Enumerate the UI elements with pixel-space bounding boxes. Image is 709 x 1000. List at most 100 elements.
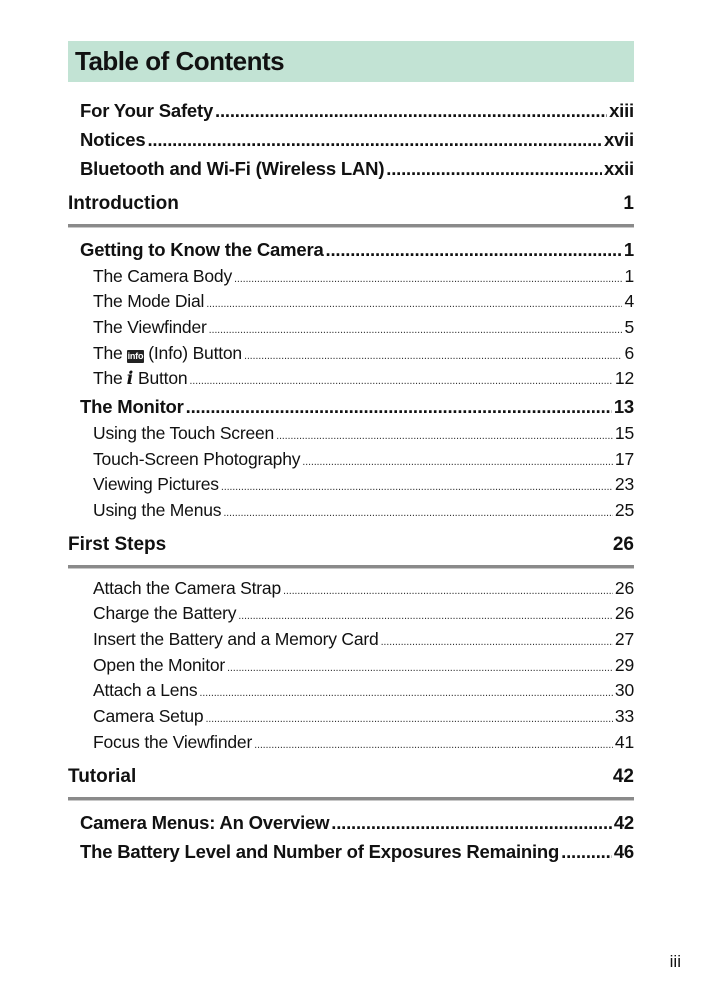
entry-label[interactable]: Attach a Lens <box>93 680 198 701</box>
chapter-page-number[interactable]: 26 <box>612 533 634 555</box>
toc-entry[interactable]: Attach the Camera Strap.................… <box>68 576 634 602</box>
entry-label[interactable]: The Camera Body <box>93 265 233 286</box>
dot-leader: ........................................… <box>238 610 613 623</box>
dot-leader: ........................................… <box>220 481 613 494</box>
entry-label[interactable]: Focus the Viewfinder <box>93 731 253 752</box>
dot-leader: ........................................… <box>223 507 613 519</box>
entry-page-number[interactable]: 23 <box>614 474 634 495</box>
entry-page-number[interactable]: 1 <box>623 238 634 260</box>
entry-label[interactable]: Insert the Battery and a Memory Card <box>93 629 379 650</box>
entry-label[interactable]: The Viewfinder <box>93 316 207 337</box>
toc-entry[interactable]: Using the Touch Screen..................… <box>68 421 634 447</box>
dot-leader: ........................................… <box>208 323 623 336</box>
entry-label[interactable]: Touch-Screen Photography <box>93 448 301 469</box>
entry-page-number[interactable]: 1 <box>624 265 634 286</box>
entry-label[interactable]: Camera Setup <box>93 706 204 727</box>
entry-label-prefix: The <box>93 342 123 363</box>
chapter-divider <box>68 223 634 228</box>
entry-label[interactable]: The Battery Level and Number of Exposure… <box>80 840 560 862</box>
entry-label[interactable]: The Mode Dial <box>93 291 205 312</box>
toc-entry[interactable]: Getting to Know the Camera..............… <box>68 235 634 264</box>
toc-entry[interactable]: The Mode Dial...........................… <box>68 289 634 315</box>
dot-leader: ........................................… <box>561 840 612 862</box>
dot-leader: ........................................… <box>227 661 613 674</box>
entry-page-number[interactable]: 25 <box>614 500 634 520</box>
chapter-heading[interactable]: First Steps 26 <box>68 530 634 560</box>
entry-page-number[interactable]: xiii <box>609 99 634 121</box>
entry-page-number[interactable]: xxii <box>603 157 634 179</box>
toc-entry[interactable]: Focus the Viewfinder....................… <box>68 730 634 756</box>
toc-entry[interactable]: Open the Monitor........................… <box>68 653 634 679</box>
info-button-icon: info <box>126 349 145 363</box>
entry-page-number[interactable]: 6 <box>624 342 634 363</box>
toc-entry[interactable]: For Your Safety.........................… <box>68 96 634 125</box>
entry-page-number[interactable]: 5 <box>624 316 634 337</box>
chapter-divider <box>68 796 634 801</box>
chapter-divider <box>68 564 634 569</box>
toc-entry[interactable]: Camera Menus: An Overview...............… <box>68 808 634 837</box>
entry-page-number[interactable]: 42 <box>613 811 634 833</box>
toc-entry[interactable]: Insert the Battery and a Memory Card....… <box>68 627 634 653</box>
dot-leader: ........................................… <box>185 395 612 417</box>
toc-entry[interactable]: Camera Setup............................… <box>68 704 634 730</box>
entry-label[interactable]: Charge the Battery <box>93 603 237 624</box>
entry-label[interactable]: Camera Menus: An Overview <box>80 811 330 833</box>
entry-label[interactable]: Getting to Know the Camera <box>80 238 324 260</box>
toc-entry[interactable]: The Monitor.............................… <box>68 392 634 421</box>
entry-page-number[interactable]: 26 <box>614 577 634 598</box>
toc-entry[interactable]: Charge the Battery......................… <box>68 601 634 627</box>
chapter-heading[interactable]: Introduction 1 <box>68 189 634 219</box>
entry-label[interactable]: Button <box>138 368 188 389</box>
toc-entry[interactable]: The Camera Body.........................… <box>68 264 634 290</box>
toc-entry[interactable]: The Battery Level and Number of Exposure… <box>68 837 634 866</box>
entry-label[interactable]: Bluetooth and Wi-Fi (Wireless LAN) <box>80 157 385 179</box>
entry-page-number[interactable]: 27 <box>614 629 634 650</box>
toc-entry[interactable]: The info (Info) Button....................… <box>68 341 634 367</box>
chapter-heading[interactable]: Tutorial 42 <box>68 762 634 792</box>
chapter-title[interactable]: Introduction <box>68 192 179 214</box>
entry-page-number[interactable]: 17 <box>614 448 634 469</box>
entry-page-number[interactable]: 41 <box>614 731 634 752</box>
page-number: iii <box>669 952 681 971</box>
entry-label[interactable]: Notices <box>80 128 146 150</box>
entry-page-number[interactable]: 15 <box>614 422 634 443</box>
toc-entry[interactable]: Using the Menus.........................… <box>68 498 634 524</box>
dot-leader: ........................................… <box>205 713 613 726</box>
toc-entry[interactable]: The Viewfinder..........................… <box>68 315 634 341</box>
page-title: Table of Contents <box>75 46 285 76</box>
entry-page-number[interactable]: 4 <box>624 291 634 312</box>
toc-entry[interactable]: Notices.................................… <box>68 125 634 154</box>
entry-label[interactable]: Open the Monitor <box>93 654 226 675</box>
toc-entry[interactable]: The i Button..............................… <box>68 366 634 392</box>
dot-leader: ........................................… <box>276 429 613 442</box>
dot-leader: ........................................… <box>215 99 607 121</box>
entry-page-number[interactable]: 33 <box>614 706 634 727</box>
dot-leader: ........................................… <box>189 375 613 388</box>
chapter-title[interactable]: Tutorial <box>68 765 137 787</box>
entry-label[interactable]: (Info) Button <box>148 342 242 363</box>
entry-page-number[interactable]: xvii <box>603 128 634 150</box>
chapter-page-number[interactable]: 1 <box>623 192 634 214</box>
toc-entry[interactable]: Viewing Pictures........................… <box>68 472 634 498</box>
entry-label-prefix: The <box>93 368 123 389</box>
entry-label[interactable]: Using the Touch Screen <box>93 422 275 443</box>
entry-label[interactable]: The Monitor <box>80 395 184 417</box>
toc-entry[interactable]: Attach a Lens...........................… <box>68 678 634 704</box>
chapter-page-number[interactable]: 42 <box>612 765 634 787</box>
entry-page-number[interactable]: 46 <box>613 840 634 862</box>
toc-entry[interactable]: Bluetooth and Wi-Fi (Wireless LAN)......… <box>68 154 634 183</box>
toc-entry[interactable]: Touch-Screen Photography................… <box>68 447 634 473</box>
entry-label[interactable]: For Your Safety <box>80 99 214 121</box>
entry-page-number[interactable]: 30 <box>614 680 634 701</box>
entry-label[interactable]: Using the Menus <box>93 500 222 520</box>
entry-page-number[interactable]: 26 <box>614 603 634 624</box>
entry-page-number[interactable]: 29 <box>614 654 634 675</box>
toc-title-banner: Table of Contents <box>68 41 634 82</box>
entry-page-number[interactable]: 13 <box>613 395 634 417</box>
chapter-title[interactable]: First Steps <box>68 533 167 555</box>
entry-page-number[interactable]: 12 <box>614 368 634 389</box>
entry-label[interactable]: Viewing Pictures <box>93 474 219 495</box>
dot-leader: ........................................… <box>331 811 612 833</box>
dot-leader: ........................................… <box>254 738 613 751</box>
entry-label[interactable]: Attach the Camera Strap <box>93 577 281 598</box>
